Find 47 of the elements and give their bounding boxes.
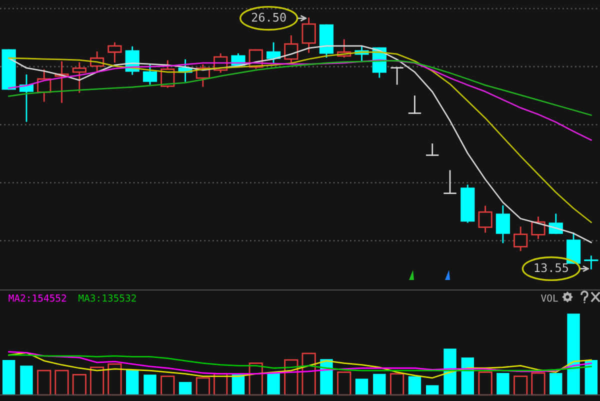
bar [390, 373, 404, 396]
bar [584, 360, 598, 395]
candlestick [425, 143, 440, 156]
candlestick [408, 96, 422, 114]
chart-title: VOL [541, 294, 558, 302]
bar [267, 373, 280, 395]
bar [160, 376, 175, 396]
bar [337, 371, 352, 396]
candlestick [142, 64, 158, 85]
text: MA2:154552 [8, 294, 66, 302]
candlestick [390, 67, 404, 85]
bar [2, 360, 16, 395]
bar [37, 370, 52, 396]
bar [355, 378, 368, 395]
candlestick [442, 170, 458, 194]
candlestick [108, 42, 122, 63]
annotation: 13.55 [534, 263, 568, 272]
bar [373, 374, 386, 395]
bar [126, 370, 139, 395]
candlestick [514, 226, 528, 252]
candlestick [478, 206, 492, 233]
candlestick [266, 42, 281, 64]
bar [72, 374, 86, 396]
bar [514, 376, 528, 396]
candlestick [531, 216, 546, 240]
bar [444, 348, 456, 395]
bar [550, 373, 562, 395]
bar [408, 376, 422, 395]
bar [496, 373, 510, 395]
bar [144, 374, 156, 395]
bar [20, 366, 33, 395]
bar [426, 385, 439, 395]
bar [54, 370, 69, 396]
bar [178, 382, 192, 395]
annotation: 26.50 [252, 12, 286, 22]
text: MA3:135532 [78, 294, 136, 302]
bar [478, 371, 492, 396]
candlestick [284, 35, 298, 64]
candlestick [72, 62, 86, 93]
bar [108, 363, 122, 396]
candlestick [566, 232, 581, 264]
candlestick [496, 205, 510, 244]
bar [196, 377, 210, 396]
bar [567, 314, 580, 395]
bar [90, 366, 104, 396]
bar [531, 372, 546, 396]
bar [232, 374, 245, 395]
